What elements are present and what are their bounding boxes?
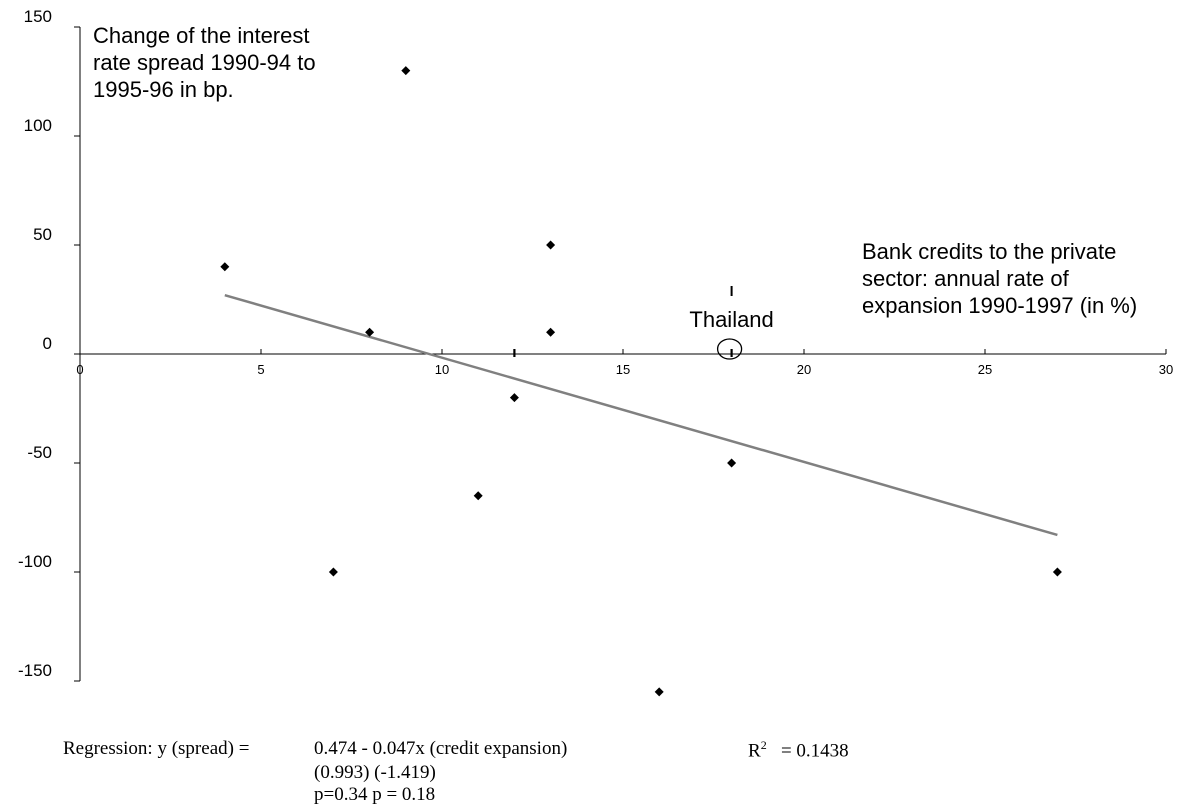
- x-tick-label: 20: [797, 362, 811, 377]
- data-point: [220, 262, 230, 272]
- data-point: [727, 458, 737, 468]
- points-layer: [220, 66, 1062, 697]
- data-point: [509, 393, 519, 403]
- axes-layer: 150 100 50 0 -50 -100 -150 0 5 10 15 20 25 30: [18, 7, 1173, 682]
- y-tick-label: 150: [24, 7, 52, 26]
- thailand-circle: [716, 338, 743, 360]
- data-point: [1052, 567, 1062, 577]
- x-tick-label: 15: [616, 362, 630, 377]
- thailand-label: Thailand: [689, 307, 773, 332]
- data-point: [654, 687, 664, 697]
- y-tick-label: 50: [33, 225, 52, 244]
- y-tick-label: 0: [43, 334, 52, 353]
- x-tick-label: 10: [435, 362, 449, 377]
- data-point: [401, 66, 411, 76]
- trendline-layer: [224, 293, 1058, 537]
- data-point: [365, 327, 375, 337]
- data-point: [546, 240, 556, 250]
- data-point: [546, 327, 556, 337]
- data-point: [473, 491, 483, 501]
- y-tick-label: -50: [27, 443, 52, 462]
- annotation-layer: Thailand: [689, 286, 774, 360]
- data-point: [328, 567, 338, 577]
- y-tick-label: -100: [18, 552, 52, 571]
- trendline: [224, 293, 1058, 537]
- x-tick-label: 30: [1159, 362, 1173, 377]
- x-tick-label: 5: [257, 362, 264, 377]
- x-tick-label: 25: [978, 362, 992, 377]
- x-tick-label: 0: [76, 362, 83, 377]
- y-tick-label: -150: [18, 661, 52, 680]
- y-tick-label: 100: [24, 116, 52, 135]
